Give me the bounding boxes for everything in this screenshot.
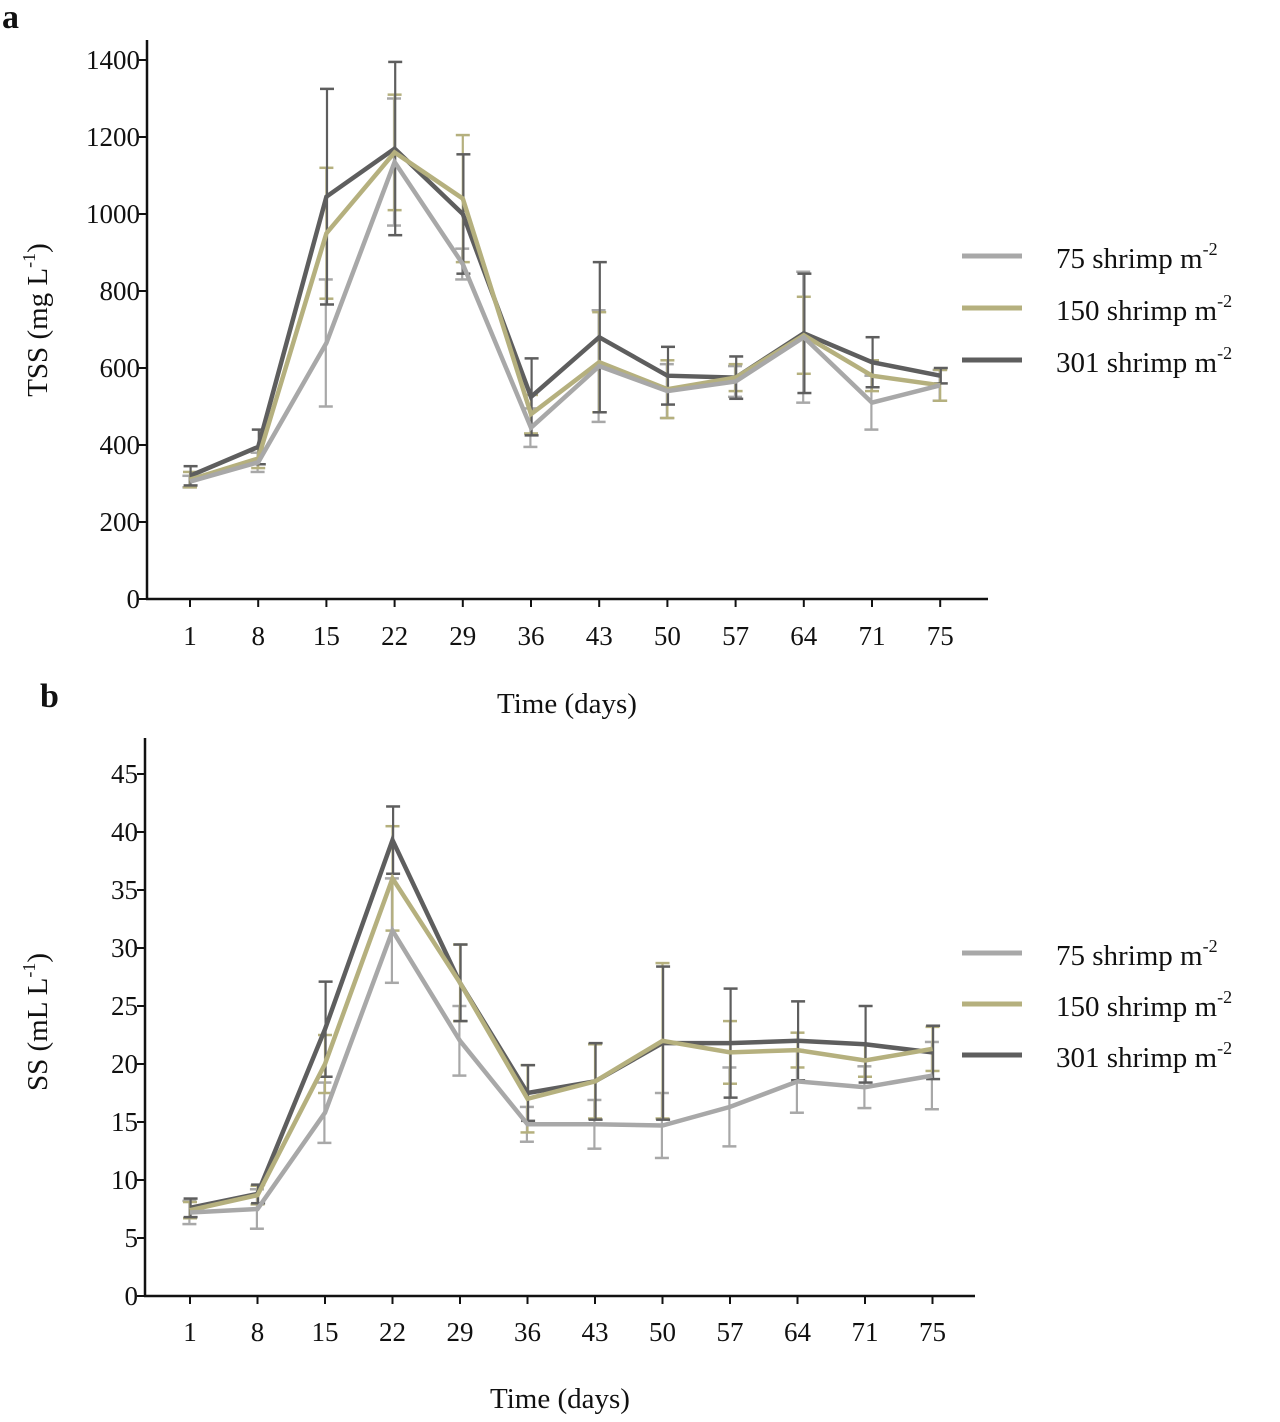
x-tick-label: 50 [654,621,681,651]
legend-label: 301 shrimp m-2 [1056,1038,1232,1074]
y-tick-label: 10 [111,1165,138,1195]
series-line-75 [189,925,933,1215]
y-tick-label: 40 [111,817,138,847]
y-tick-label: 25 [111,991,138,1021]
y-tick-label: 200 [100,507,141,537]
panel-a-tss-chart: a 0 200 400 600 800 1000 1200 1400 1 8 15 22 29 36 43 5… [2,0,1232,720]
x-tick-label: 22 [381,621,408,651]
x-tick-label: 36 [514,1317,541,1347]
y-tick-label: 45 [111,759,138,789]
legend-label: 150 shrimp m-2 [1056,291,1232,327]
panel-b-ss-chart: b 0 5 10 15 20 25 30 35 40 45 1 8 15 22 29 36 43 50 57 64 71… [19,678,1232,1415]
x-tick-label: 15 [312,1317,339,1347]
legend-label: 301 shrimp m-2 [1056,343,1232,379]
legend: 75 shrimp m-2 150 shrimp m-2 301 shrimp m-… [962,239,1232,379]
error-bars-2 [183,93,948,489]
panel-letter-b: b [40,678,59,715]
y-tick-label: 1200 [86,122,140,152]
x-tick-label: 50 [649,1317,676,1347]
series-line-301 [189,145,941,478]
x-tick-label: 8 [251,1317,265,1347]
y-tick-label: 400 [100,430,141,460]
error-bars-2 [183,824,940,1220]
x-tick-label: 1 [183,1317,197,1347]
panel-letter-a: a [2,0,19,36]
y-tick-label: 15 [111,1107,138,1137]
series-line-150 [189,873,933,1213]
x-tick-label: 57 [717,1317,744,1347]
x-tick-label: 75 [919,1317,946,1347]
series-line-75 [189,157,941,484]
y-tick-label: 0 [125,1281,139,1311]
y-axis-title: SS (mL L-1) [19,953,54,1091]
x-axis-title: Time (days) [497,688,637,720]
y-tick-label: 35 [111,875,138,905]
x-tick-label: 57 [722,621,749,651]
legend-label: 75 shrimp m-2 [1056,936,1218,972]
x-tick-label: 75 [927,621,954,651]
x-tick-label: 43 [586,621,613,651]
error-bars-1 [182,97,947,489]
legend: 75 shrimp m-2 150 shrimp m-2 301 shrimp m-… [962,936,1232,1074]
x-axis-title: Time (days) [490,1383,630,1415]
x-tick-label: 71 [852,1317,879,1347]
x-tick-label: 22 [379,1317,406,1347]
x-tick-label: 15 [313,621,340,651]
y-tick-label: 20 [111,1049,138,1079]
x-tick-label: 71 [859,621,886,651]
y-tick-label: 1000 [86,199,140,229]
x-tick-label: 43 [582,1317,609,1347]
y-tick-label: 5 [125,1223,139,1253]
y-tick-label: 0 [127,584,141,614]
y-tick-label: 600 [100,353,141,383]
series-line-301 [189,834,933,1211]
x-tick-label: 64 [790,621,818,651]
x-tick-label: 64 [784,1317,812,1347]
error-bars-3 [183,60,948,487]
y-tick-label: 800 [100,276,141,306]
x-tick-label: 8 [251,621,265,651]
x-tick-label: 1 [183,621,197,651]
y-axis-title: TSS (mg L-1) [19,243,54,397]
series-line-150 [189,149,941,482]
legend-label: 75 shrimp m-2 [1056,239,1218,275]
x-tick-label: 36 [518,621,545,651]
y-tick-label: 30 [111,933,138,963]
y-tick-label: 1400 [86,45,140,75]
x-tick-label: 29 [449,621,476,651]
x-tick-label: 29 [447,1317,474,1347]
legend-label: 150 shrimp m-2 [1056,987,1232,1023]
